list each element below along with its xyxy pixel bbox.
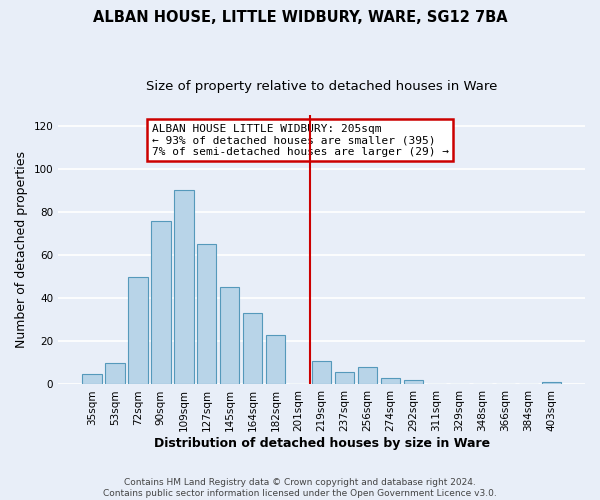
X-axis label: Distribution of detached houses by size in Ware: Distribution of detached houses by size … <box>154 437 490 450</box>
Bar <box>105 363 125 384</box>
Bar <box>266 335 286 384</box>
Bar <box>174 190 194 384</box>
Bar <box>82 374 101 384</box>
Title: Size of property relative to detached houses in Ware: Size of property relative to detached ho… <box>146 80 497 93</box>
Bar <box>381 378 400 384</box>
Bar <box>128 276 148 384</box>
Bar <box>358 367 377 384</box>
Bar <box>312 360 331 384</box>
Bar <box>220 288 239 384</box>
Text: ALBAN HOUSE LITTLE WIDBURY: 205sqm
← 93% of detached houses are smaller (395)
7%: ALBAN HOUSE LITTLE WIDBURY: 205sqm ← 93%… <box>152 124 449 157</box>
Bar <box>335 372 355 384</box>
Text: ALBAN HOUSE, LITTLE WIDBURY, WARE, SG12 7BA: ALBAN HOUSE, LITTLE WIDBURY, WARE, SG12 … <box>92 10 508 25</box>
Bar <box>404 380 423 384</box>
Text: Contains HM Land Registry data © Crown copyright and database right 2024.
Contai: Contains HM Land Registry data © Crown c… <box>103 478 497 498</box>
Bar <box>151 220 170 384</box>
Bar <box>243 314 262 384</box>
Bar <box>197 244 217 384</box>
Y-axis label: Number of detached properties: Number of detached properties <box>15 151 28 348</box>
Bar <box>542 382 561 384</box>
